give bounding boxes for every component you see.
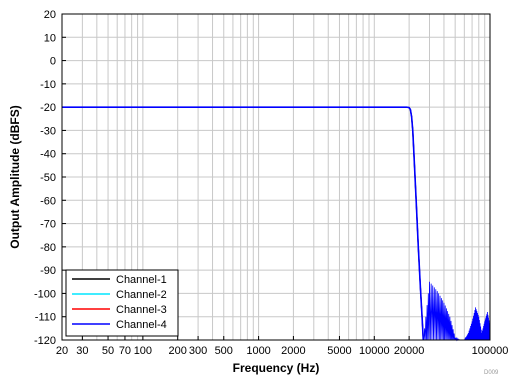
x-tick-label: 30 [76, 345, 88, 357]
x-tick-label: 10000 [359, 345, 390, 357]
legend-label-4: Channel-4 [116, 319, 167, 331]
x-tick-label: 300 [189, 345, 207, 357]
y-tick-label: -60 [40, 195, 56, 207]
legend-label-1: Channel-1 [116, 274, 167, 286]
y-tick-label: -30 [40, 125, 56, 137]
y-tick-label: -20 [40, 102, 56, 114]
y-tick-label: -40 [40, 149, 56, 161]
y-tick-label: -80 [40, 242, 56, 254]
x-tick-label: 70 [119, 345, 131, 357]
y-tick-label: -100 [34, 288, 56, 300]
x-tick-label: 200 [169, 345, 187, 357]
y-tick-label: -50 [40, 172, 56, 184]
stopband-ripple [423, 282, 490, 340]
x-tick-label: 100000 [472, 345, 508, 357]
x-axis-ticks: 20 30 50 70 100 200 300 500 1000 2000 5000 10000 200… [56, 336, 508, 357]
legend-label-2: Channel-2 [116, 289, 167, 301]
x-axis-label: Frequency (Hz) [233, 361, 320, 375]
y-tick-label: 20 [44, 9, 56, 21]
x-tick-label: 5000 [327, 345, 351, 357]
y-tick-label: 10 [44, 32, 56, 44]
x-tick-label: 500 [215, 345, 233, 357]
x-tick-label: 50 [102, 345, 114, 357]
x-tick-label: 1000 [246, 345, 270, 357]
y-tick-label: -70 [40, 219, 56, 231]
figure-mark: D009 [484, 370, 499, 376]
x-tick-label: 20000 [394, 345, 425, 357]
legend-label-3: Channel-3 [116, 304, 167, 316]
y-axis-label: Output Amplitude (dBFS) [8, 105, 22, 249]
x-tick-label: 20 [56, 345, 68, 357]
x-tick-label: 100 [134, 345, 152, 357]
y-tick-label: -10 [40, 79, 56, 91]
legend: Channel-1 Channel-2 Channel-3 Channel-4 [66, 270, 178, 336]
y-tick-label: -110 [35, 312, 56, 324]
y-axis-ticks: -120-110-100-90-80-70-60-50-40-30-20-100… [34, 9, 66, 347]
y-tick-label: -90 [40, 265, 56, 277]
x-tick-label: 2000 [281, 345, 305, 357]
y-tick-label: 0 [50, 56, 56, 68]
y-tick-label: -120 [34, 335, 56, 347]
